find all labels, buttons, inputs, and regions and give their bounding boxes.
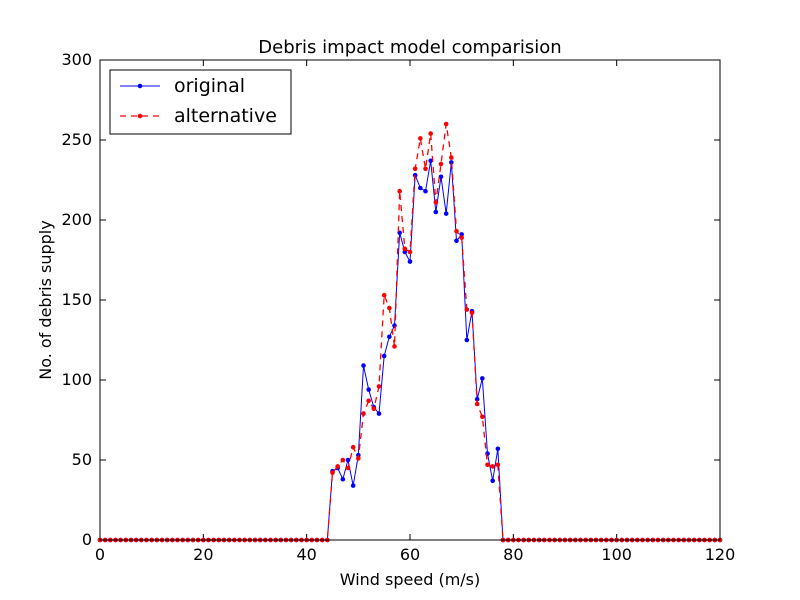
data-point-alternative [392, 344, 397, 349]
y-tick-label: 100 [61, 370, 92, 389]
legend-label-alternative: alternative [174, 105, 277, 127]
x-tick-label: 80 [503, 545, 523, 564]
data-point-alternative [356, 456, 361, 461]
data-point-alternative [412, 166, 418, 172]
legend-label-original: original [174, 75, 245, 97]
data-point-alternative [469, 310, 475, 316]
data-point-alternative [485, 462, 490, 468]
y-axis-label: No. of debris supply [36, 220, 55, 379]
data-point-original [449, 160, 454, 165]
data-point-original [387, 334, 392, 340]
data-point-alternative [423, 166, 428, 172]
data-point-alternative [433, 200, 439, 205]
data-point-alternative [490, 464, 495, 469]
data-point-alternative [428, 131, 433, 136]
legend-marker-alternative [137, 113, 143, 119]
data-point-alternative [387, 305, 392, 311]
y-tick-label: 150 [61, 290, 92, 309]
data-point-alternative [350, 444, 356, 450]
data-point-alternative [449, 155, 454, 160]
data-point-alternative [345, 465, 351, 471]
x-tick-label: 0 [95, 545, 105, 564]
data-point-original [423, 188, 428, 194]
data-point-original [464, 337, 470, 343]
data-point-original [361, 363, 366, 368]
data-point-alternative [366, 398, 371, 404]
data-point-original [418, 185, 423, 191]
y-tick-label: 200 [61, 210, 92, 229]
x-tick-label: 120 [705, 545, 736, 564]
data-point-alternative [418, 136, 423, 141]
data-point-alternative [459, 235, 464, 240]
data-point-alternative [330, 470, 335, 476]
data-point-original [443, 211, 449, 216]
x-tick-label: 100 [601, 545, 632, 564]
data-point-original [340, 476, 346, 482]
data-point-alternative [340, 457, 346, 463]
plot-area-frame [99, 59, 721, 541]
data-point-alternative [464, 307, 470, 312]
y-tick-label: 0 [82, 530, 92, 549]
legend-box [109, 69, 292, 135]
data-point-original [459, 232, 464, 237]
data-point-alternative [402, 246, 408, 252]
x-axis-label: Wind speed (m/s) [340, 570, 481, 589]
data-point-original [474, 396, 480, 402]
data-point-alternative [443, 121, 449, 127]
data-point-alternative [371, 406, 377, 412]
data-point-original [438, 174, 444, 180]
data-point-original [402, 249, 408, 255]
data-point-original [366, 387, 371, 392]
data-point-original [407, 259, 413, 264]
data-point-original [376, 411, 382, 416]
data-point-alternative [480, 414, 485, 420]
data-point-alternative [397, 188, 402, 194]
data-point-alternative [454, 228, 459, 234]
data-point-original [490, 478, 495, 484]
data-point-alternative [361, 411, 366, 416]
y-tick-label: 300 [61, 50, 92, 69]
data-point-original [495, 446, 501, 452]
legend: original alternative [109, 69, 292, 135]
data-point-original [350, 483, 356, 488]
data-point-alternative [474, 401, 480, 407]
data-point-original [381, 353, 387, 359]
data-point-original [454, 238, 459, 244]
axis-ticks: 0 20 40 60 80 100 120 0 50 100 150 200 250 300 [61, 50, 735, 564]
data-point-original [480, 376, 485, 381]
y-tick-label: 50 [72, 450, 92, 469]
x-tick-label: 20 [193, 545, 213, 564]
x-tick-label: 40 [296, 545, 316, 564]
data-point-alternative [376, 384, 382, 389]
chart-title: Debris impact model comparision [258, 37, 561, 58]
legend-marker-original [137, 83, 143, 89]
x-tick-label: 60 [400, 545, 420, 564]
data-point-alternative [495, 462, 501, 468]
data-point-alternative [407, 249, 413, 255]
data-point-alternative [335, 464, 340, 469]
data-point-original [345, 457, 351, 463]
data-point-original [428, 158, 433, 164]
data-point-alternative [381, 292, 387, 298]
y-tick-label: 250 [61, 130, 92, 149]
data-point-original [433, 209, 439, 215]
data-point-alternative [438, 161, 444, 167]
